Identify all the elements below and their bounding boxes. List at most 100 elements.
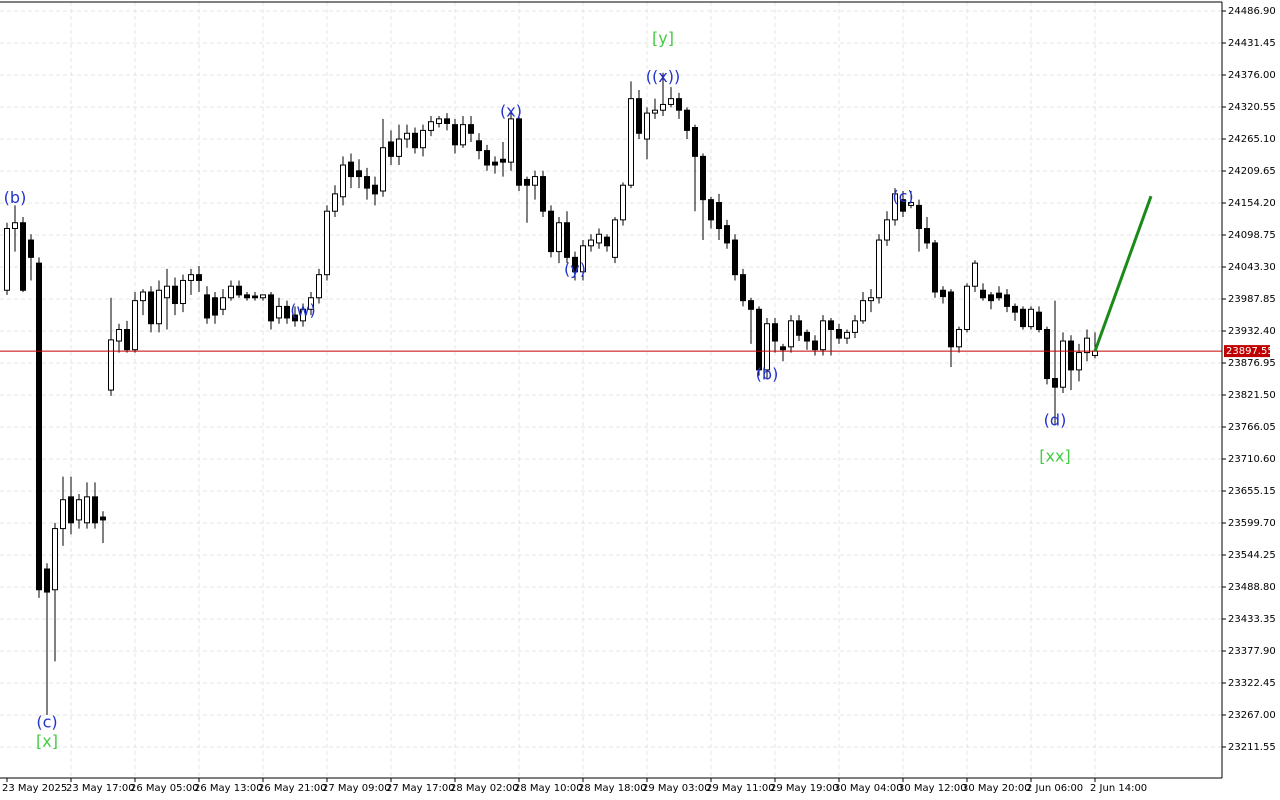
candle-body (564, 222, 570, 258)
candle-body (492, 161, 498, 166)
candle-body (484, 150, 490, 166)
candle-body (84, 496, 90, 524)
candle-body (508, 118, 514, 163)
candle-body (676, 98, 682, 111)
candle-body (268, 294, 274, 322)
candle-body (988, 294, 994, 302)
y-tick-label: 24209.65 (1228, 166, 1276, 177)
y-tick-label: 23655.15 (1228, 486, 1276, 497)
candle-body (292, 314, 298, 322)
last-price-label: 23897.55 (1226, 346, 1274, 357)
candle-body (828, 320, 834, 330)
x-tick-label: 30 May 04:00 (834, 783, 903, 794)
candle-body (884, 219, 890, 241)
candle-body (516, 118, 522, 186)
wave-label: ((x)) (646, 67, 680, 86)
candle-body (916, 204, 922, 230)
candle-body (36, 262, 42, 591)
candle-body (108, 339, 114, 391)
x-tick-label: 27 May 17:00 (386, 783, 455, 794)
candle-body (956, 328, 962, 348)
wave-label: (b) (4, 188, 27, 207)
candle-body (548, 210, 554, 253)
x-tick-label: 2 Jun 14:00 (1090, 783, 1147, 794)
candle-body (324, 210, 330, 276)
candle-body (996, 292, 1002, 299)
wave-label: [xx] (1039, 447, 1070, 466)
candle-body (596, 233, 602, 244)
x-tick-label: 30 May 12:00 (898, 783, 967, 794)
y-tick-label: 24320.55 (1228, 102, 1276, 113)
candle-body (540, 176, 546, 212)
candle-body (868, 297, 874, 302)
candle-body (1020, 308, 1026, 328)
candle-body (708, 199, 714, 221)
candle-body (220, 297, 226, 310)
candle-body (380, 147, 386, 192)
candle-body (668, 98, 674, 105)
x-tick-label: 28 May 02:00 (450, 783, 519, 794)
candle-body (308, 297, 314, 310)
candle-body (1004, 294, 1010, 307)
x-tick-label: 26 May 21:00 (258, 783, 327, 794)
y-tick-label: 23599.70 (1228, 518, 1276, 529)
candle-body (196, 274, 202, 281)
candle-body (116, 328, 122, 342)
candle-body (284, 305, 290, 319)
y-tick-label: 23488.80 (1228, 582, 1276, 593)
candle-body (124, 328, 130, 351)
candle-body (468, 124, 474, 134)
candle-body (476, 140, 482, 152)
y-tick-label: 23821.50 (1228, 390, 1276, 401)
candle-body (1060, 340, 1066, 388)
candle-body (556, 222, 562, 253)
candle-body (180, 279, 186, 305)
candle-body (588, 239, 594, 247)
candle-body (876, 239, 882, 299)
y-tick-label: 23766.05 (1228, 422, 1276, 433)
y-tick-label: 23710.60 (1228, 454, 1276, 465)
candle-body (844, 331, 850, 339)
grid (0, 2, 1222, 778)
candle-body (948, 291, 954, 348)
candle-body (52, 528, 58, 591)
wave-label: (d) (1044, 411, 1067, 430)
candle-body (788, 320, 794, 348)
candle-body (980, 289, 986, 299)
y-tick-label: 23377.90 (1228, 646, 1276, 657)
candle-body (732, 239, 738, 276)
candle-body (500, 158, 506, 163)
x-tick-label: 26 May 13:00 (194, 783, 263, 794)
candle-body (692, 127, 698, 157)
candle-body (276, 305, 282, 319)
last-price-box (1224, 345, 1270, 358)
candle-body (4, 228, 10, 291)
candle-body (660, 103, 666, 111)
candle-body (524, 178, 530, 186)
candle-body (812, 340, 818, 351)
x-tick-label: 29 May 19:00 (770, 783, 839, 794)
y-tick-label: 24043.30 (1228, 262, 1276, 273)
candle-body (20, 222, 26, 291)
x-tick-label: 28 May 18:00 (578, 783, 647, 794)
wave-label: (c) (36, 713, 57, 732)
candle-body (212, 297, 218, 316)
candle-body (60, 499, 66, 530)
candle-body (852, 320, 858, 333)
candle-body (372, 184, 378, 195)
candle-body (236, 285, 242, 296)
candle-body (940, 289, 946, 298)
candle-body (364, 176, 370, 189)
y-tick-label: 24376.00 (1228, 70, 1276, 81)
candle-body (244, 294, 250, 299)
candle-body (1012, 305, 1018, 313)
candle-body (532, 176, 538, 186)
x-tick-label: 29 May 11:00 (706, 783, 775, 794)
candle-body (44, 568, 50, 593)
candle-body (804, 331, 810, 342)
candle-body (332, 193, 338, 212)
candle-body (412, 132, 418, 149)
y-tick-label: 23544.25 (1228, 550, 1276, 561)
candle-body (1084, 337, 1090, 354)
